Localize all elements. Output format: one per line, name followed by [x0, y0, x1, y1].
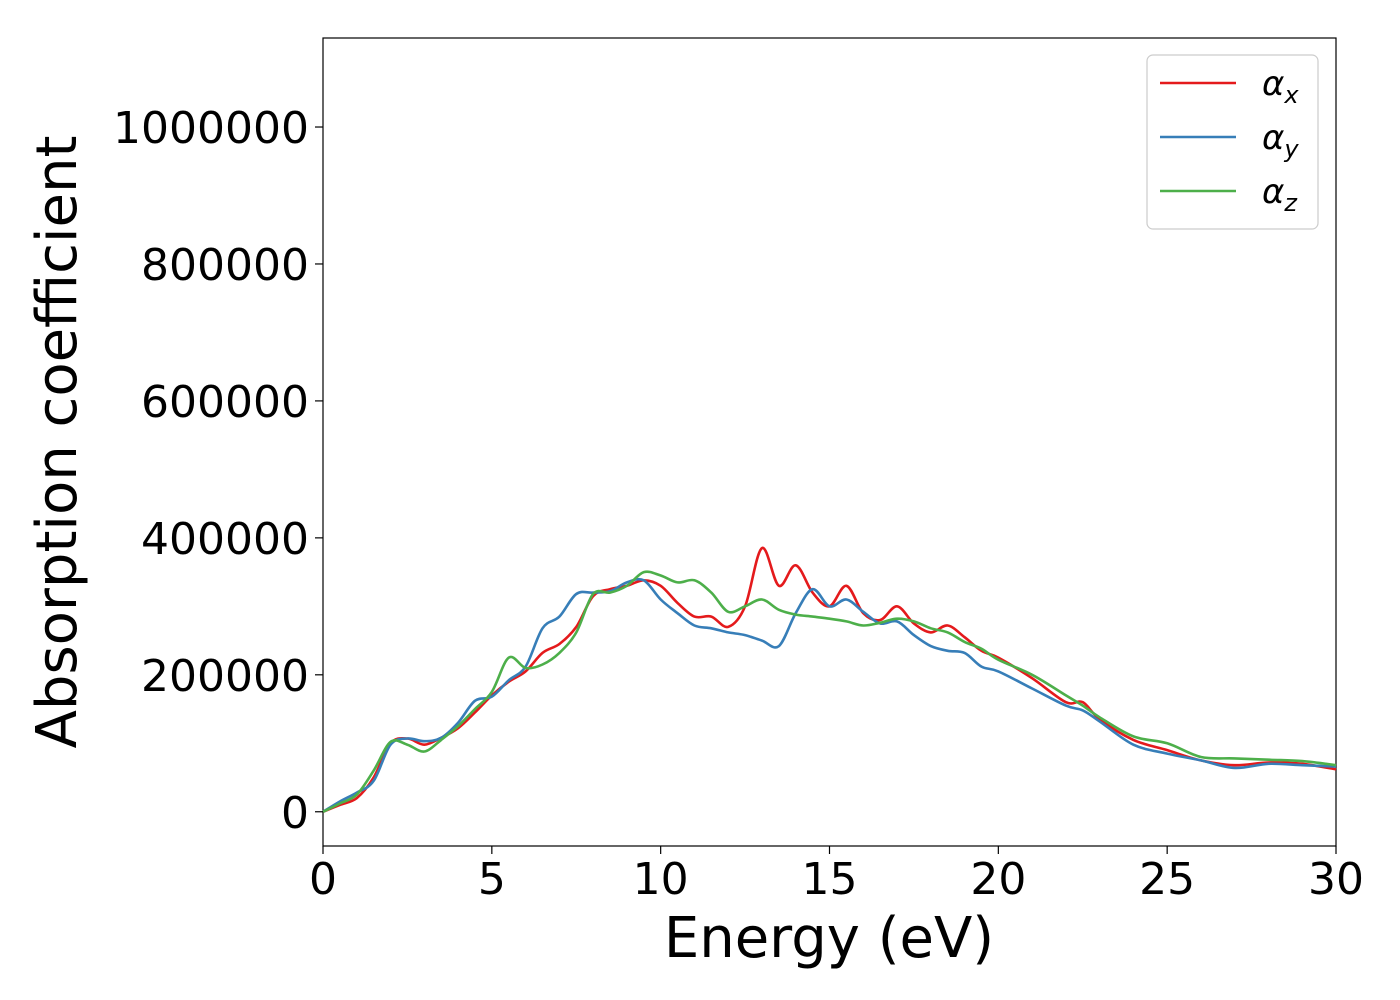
- x-tick-label: 5: [478, 854, 506, 905]
- series-line-1: [322, 577, 1337, 813]
- x-tick-label: 30: [1308, 854, 1364, 905]
- series-line-0: [322, 546, 1337, 813]
- legend-label-2: αz: [1262, 172, 1298, 217]
- x-axis-ticks: 0 5 10 15 20 25 30: [309, 846, 1364, 905]
- x-tick-label: 15: [802, 854, 858, 905]
- x-axis-label: Energy (eV): [664, 906, 994, 971]
- y-tick-label: 400000: [141, 514, 309, 565]
- legend-label-1: αy: [1262, 118, 1299, 163]
- series-line-2: [322, 570, 1337, 813]
- legend-label-0: αx: [1262, 64, 1299, 109]
- y-tick-label: 800000: [141, 240, 309, 291]
- x-tick-label: 25: [1139, 854, 1195, 905]
- series-layer: [322, 546, 1337, 813]
- legend-box: [1146, 54, 1319, 230]
- legend: αx αy αz: [1146, 54, 1319, 230]
- y-tick-label: 200000: [141, 651, 309, 702]
- x-tick-label: 10: [633, 854, 689, 905]
- y-axis-ticks: 0 200000 400000 600000 800000 1000000: [113, 103, 323, 839]
- x-tick-label: 20: [970, 854, 1026, 905]
- y-tick-label: 600000: [141, 377, 309, 428]
- y-tick-label: 0: [281, 788, 309, 839]
- x-tick-label: 0: [309, 854, 337, 905]
- y-axis-label: Absorption coefficient: [25, 136, 90, 749]
- y-tick-label: 1000000: [113, 103, 309, 154]
